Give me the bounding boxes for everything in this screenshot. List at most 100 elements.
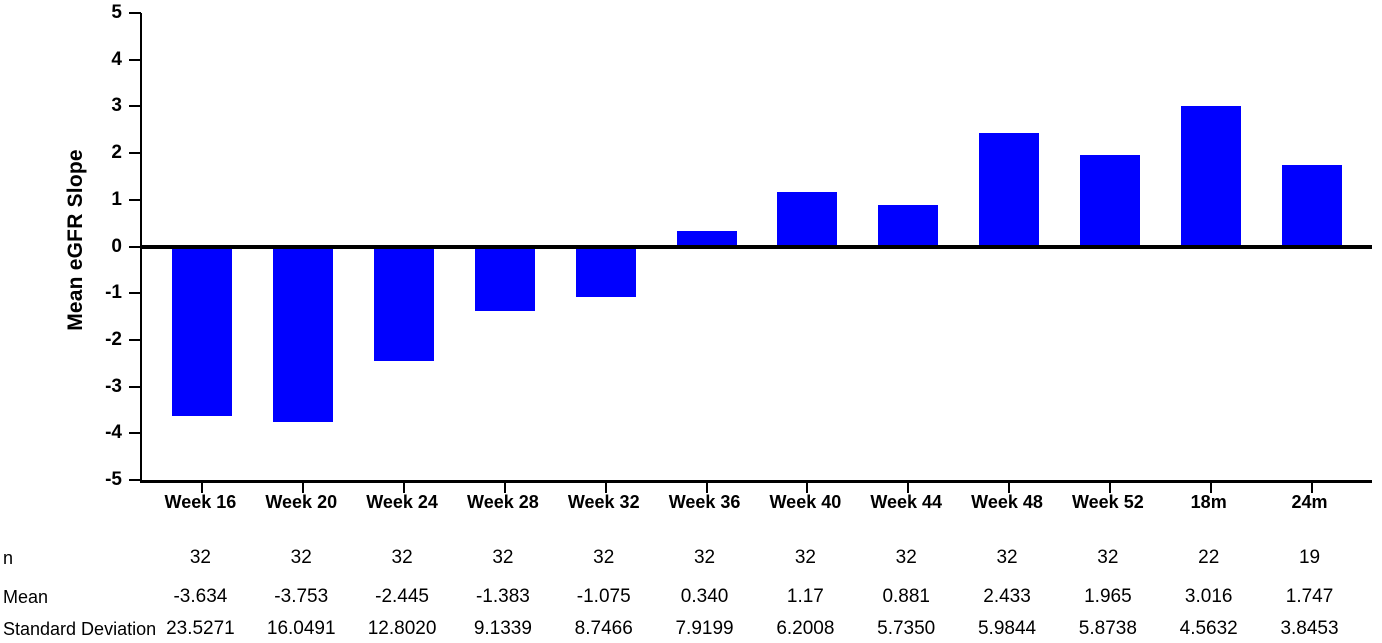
table-cell: 2.433 [983, 586, 1031, 607]
table-cell: 4.5632 [1179, 618, 1238, 639]
bar [575, 246, 636, 297]
x-axis-category-label: Week 16 [164, 492, 237, 512]
category-slot [858, 13, 959, 493]
bar [172, 246, 233, 417]
x-axis-tick [1008, 483, 1011, 493]
table-cell: 9.1339 [473, 618, 532, 639]
table-cell: 7.9199 [675, 618, 734, 639]
table-cell: -3.634 [173, 586, 228, 607]
bar [474, 246, 535, 312]
table-cell: -2.445 [375, 586, 429, 607]
y-axis-tick-label: -3 [105, 375, 122, 397]
y-axis-tick [129, 105, 141, 108]
table-cell: 5.7350 [877, 618, 936, 639]
y-axis-tick [129, 432, 141, 435]
table-cell: 19 [1298, 547, 1321, 568]
y-axis-tick [129, 198, 141, 201]
y-axis-tick-label: -4 [105, 422, 122, 444]
table-cell: 32 [794, 547, 816, 568]
plot-area: 5 4 3 2 1 0 -1 -2 -3 -4 -5 [105, 2, 1372, 493]
y-axis-tick-label: 4 [111, 48, 122, 70]
table-cell: 32 [492, 547, 514, 568]
y-axis-tick-label: 1 [111, 188, 122, 210]
table-cell: 32 [1097, 547, 1119, 568]
y-axis-tick-label: -1 [105, 282, 122, 304]
table-cell: 3.016 [1184, 586, 1233, 607]
bar [374, 246, 435, 361]
x-axis-tick [403, 483, 406, 493]
table-cell: 0.340 [680, 586, 729, 607]
category-slot [555, 13, 656, 493]
y-axis-tick-label: -2 [105, 328, 122, 350]
table-row-values: 32 32 32 32 32 32 32 32 32 32 22 19 [140, 546, 1370, 570]
zero-baseline [142, 244, 1372, 249]
x-axis-category-label: 18m [1190, 492, 1227, 512]
y-axis-tick-label: 5 [111, 2, 122, 23]
bar [1180, 105, 1241, 247]
category-slot [1261, 13, 1362, 493]
table-cell: 23.5271 [166, 618, 235, 639]
table-cell: 32 [290, 547, 312, 568]
y-axis-tick-label: -5 [105, 469, 122, 490]
bar [1079, 154, 1140, 247]
x-axis-tick [1108, 483, 1111, 493]
table-row-values: -3.634 -3.753 -2.445 -1.383 -1.075 0.340 1.17 0… [140, 585, 1370, 609]
x-axis-category-label: Week 32 [567, 492, 640, 512]
y-axis-tick [129, 479, 141, 481]
bar [878, 205, 939, 247]
table-cell: 32 [189, 547, 211, 568]
table-row-label: Mean [3, 587, 49, 607]
y-axis-tick [129, 152, 141, 155]
table-cell: 16.0491 [266, 618, 336, 639]
category-slot [959, 13, 1060, 493]
category-slot [1059, 13, 1160, 493]
y-axis-tick [129, 292, 141, 295]
category-slot [152, 13, 253, 493]
x-axis-tick [1310, 483, 1313, 493]
x-axis-category-label: Week 20 [265, 492, 338, 512]
x-axis-tick [907, 483, 910, 493]
x-axis-category-label: Week 48 [971, 492, 1043, 512]
table-cell: 32 [996, 547, 1018, 568]
x-axis-tick [302, 483, 305, 493]
bar [777, 191, 838, 247]
table-cell: 32 [895, 547, 917, 568]
table-cell: 22 [1198, 547, 1220, 568]
table-row: Mean -3.634 -3.753 -2.445 -1.383 -1.075 0.340 1… [0, 585, 1382, 609]
y-axis-tick [129, 338, 141, 341]
table-row-label: n [3, 548, 14, 568]
y-axis-tick [129, 245, 141, 248]
category-slot [757, 13, 858, 493]
x-axis-category-label: Week 40 [769, 492, 842, 512]
table-cell: -1.075 [576, 586, 631, 607]
x-axis-category-label: Week 24 [366, 492, 438, 512]
x-axis-tick [806, 483, 809, 493]
bar [273, 246, 334, 422]
bars-container [142, 13, 1372, 493]
category-slot [253, 13, 354, 493]
x-axis-category-label: Week 44 [870, 492, 943, 512]
table-cell: 32 [693, 547, 716, 568]
table-cell: 8.7466 [574, 618, 633, 639]
y-axis-tick [129, 12, 141, 14]
table-cell: 1.747 [1285, 586, 1334, 607]
table-row-values: 23.5271 16.0491 12.8020 9.1339 8.7466 7.9199 6… [140, 617, 1370, 641]
x-axis-tick [604, 483, 607, 493]
table-cell: -3.753 [274, 586, 329, 607]
table-row: n 32 32 32 32 32 32 32 32 32 32 22 19 [0, 546, 1382, 570]
table-cell: 1.965 [1084, 586, 1132, 607]
category-slot [454, 13, 555, 493]
x-axis-category-label: Week 36 [668, 492, 741, 512]
table-cell: 32 [391, 547, 413, 568]
x-axis-tick [201, 483, 204, 493]
x-axis-tick [503, 483, 506, 493]
bar [676, 230, 737, 247]
table-cell: 32 [593, 547, 615, 568]
x-axis-category-label: Week 52 [1072, 492, 1144, 512]
table-cell: -1.383 [475, 586, 530, 607]
bar [979, 132, 1040, 247]
table-cell: 0.881 [882, 586, 930, 607]
y-axis-tick-label: 2 [111, 142, 122, 164]
x-axis-category-label: 24m [1291, 492, 1328, 512]
x-axis-tick [1209, 483, 1212, 493]
